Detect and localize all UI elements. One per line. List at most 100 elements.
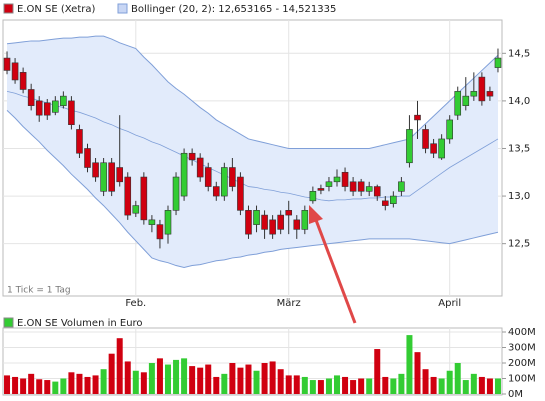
y-tick-label: 100M — [508, 374, 536, 385]
candle-body — [301, 210, 309, 230]
legend-key — [3, 3, 14, 14]
candle-body — [398, 181, 405, 192]
candle-body — [11, 62, 19, 81]
volume-bar — [148, 363, 155, 394]
volume-bar — [470, 373, 477, 394]
candle-body — [309, 191, 317, 202]
volume-bar — [213, 376, 220, 394]
candle-body — [486, 91, 494, 97]
y-tick-label: 14,5 — [508, 48, 530, 59]
candle-body — [84, 148, 91, 168]
volume-bar — [342, 376, 349, 394]
volume-bar — [253, 370, 260, 394]
volume-bar — [334, 375, 341, 394]
volume-bar — [84, 376, 91, 394]
bollinger-middle — [6, 90, 499, 202]
volume-bar — [309, 380, 316, 394]
candle-body — [245, 210, 252, 235]
y-tick-label: 300M — [508, 343, 536, 354]
volume-bar — [76, 373, 83, 394]
legend-label: E.ON SE Volumen in Euro — [17, 318, 143, 329]
candle-body — [164, 210, 172, 235]
candle-body — [140, 176, 148, 221]
candle-body — [237, 176, 244, 211]
y-tick-label: 400M — [508, 327, 536, 338]
candle-body — [27, 89, 35, 106]
y-tick-label: 13,5 — [508, 143, 530, 154]
candle-body — [148, 219, 156, 225]
candle-body — [422, 129, 429, 149]
legend-label: Bollinger (20, 2): 12,653165 - 14,521335 — [131, 4, 336, 15]
volume-bar — [140, 372, 147, 394]
volume-bar — [438, 378, 445, 394]
candle-body — [406, 129, 413, 164]
candle-body — [269, 219, 276, 235]
legend-key — [3, 317, 14, 328]
candle-body — [204, 167, 212, 187]
marks: 12,5 13,0 13,5 14,0 14,5 0M 100M 200M 300M 400M Fe… — [3, 20, 536, 400]
volume-bar — [325, 378, 332, 394]
volume-bar — [52, 381, 59, 394]
volume-bar — [277, 369, 284, 394]
candle-body — [253, 210, 260, 225]
candle-body — [156, 224, 164, 240]
volume-bar — [422, 369, 429, 394]
volume-bar — [374, 349, 381, 394]
candle-body — [35, 100, 43, 116]
volume-bar — [494, 378, 501, 394]
candle-body — [349, 181, 357, 192]
candle-body — [19, 72, 27, 90]
volume-bar — [462, 380, 469, 394]
arrow-shaft — [314, 219, 357, 324]
candle-body — [478, 76, 486, 102]
volume-bar — [132, 370, 139, 394]
x-tick-label: März — [277, 298, 301, 309]
y-tick-label: 12,5 — [508, 239, 530, 250]
volume-bar — [414, 352, 421, 394]
candle-body — [60, 95, 67, 106]
volume-bar — [44, 380, 51, 394]
candle-body — [188, 152, 196, 161]
y-tick-label: 200M — [508, 358, 536, 369]
volume-bar — [60, 378, 67, 394]
candle-body — [317, 188, 325, 191]
candle-body — [76, 129, 83, 154]
candle-body — [365, 186, 373, 192]
volume-bar — [478, 376, 485, 394]
candle-body — [446, 119, 453, 140]
candle-body — [196, 157, 204, 178]
volume-bar — [382, 376, 389, 394]
volume-bar — [181, 358, 188, 394]
candle-body — [390, 195, 397, 204]
volume-bar — [454, 363, 461, 394]
volume-bar — [390, 378, 397, 394]
x-tick-label: April — [438, 298, 461, 309]
volume-bar — [350, 380, 357, 394]
legend-label: E.ON SE (Xetra) — [17, 4, 95, 15]
candle-body — [68, 100, 75, 125]
volume-bar — [301, 376, 308, 394]
candle-body — [52, 100, 59, 113]
y-tick-label: 14,0 — [508, 96, 530, 107]
candle-body — [325, 181, 333, 187]
candle-body — [212, 186, 220, 197]
candle-body — [357, 181, 365, 192]
bollinger-upper — [6, 35, 499, 149]
volume-bar — [205, 364, 212, 394]
volume-bar — [237, 367, 244, 394]
candle-body — [172, 176, 180, 211]
candle-body — [293, 219, 301, 230]
candle-body — [116, 167, 124, 183]
volume-bar — [92, 375, 99, 394]
volume-bar — [317, 380, 324, 394]
volume-bar — [358, 378, 365, 394]
y-tick-label: 13,0 — [508, 191, 530, 202]
volume-bar — [261, 363, 268, 394]
volume-bar — [4, 375, 11, 394]
volume-bar — [173, 359, 180, 394]
legend-key — [117, 3, 128, 14]
candle-body — [108, 162, 115, 192]
volume-bar — [486, 378, 493, 394]
candle-body — [132, 205, 140, 214]
volume-bar — [108, 353, 115, 394]
